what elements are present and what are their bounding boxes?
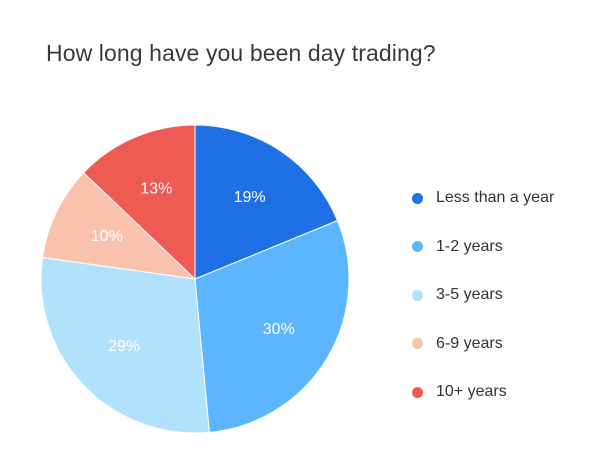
legend-swatch [412,386,423,398]
slice-label-3-5-years: 29% [108,338,140,355]
legend-label: 10+ years [436,383,507,400]
legend-swatch [412,241,423,252]
legend-swatch [412,192,423,204]
pie-slice-3-5-years [40,256,210,434]
pie-slice-6-9-years [41,171,197,280]
pie-slice-less-than-a-year [194,124,339,280]
legend-item-3-5-years: 3-5 years [412,283,554,307]
legend-label: Less than a year [436,189,555,206]
legend-item-6-9-years: 6-9 years [412,332,554,356]
legend-swatch [412,338,423,349]
chart-title: How long have you been day trading? [46,40,436,66]
legend-item-10plus-years: 10+ years [412,380,554,404]
legend-item-less-than-a-year: Less than a year [412,186,554,210]
legend-swatch [412,289,423,301]
legend-label: 6-9 years [436,334,503,352]
legend-label: 3-5 years [436,286,503,303]
chart-legend: Less than a year 1-2 years 3-5 years 6-9 ye… [412,186,554,429]
pie-slice-10plus-years [82,124,196,281]
slice-label-10plus-years: 13% [140,180,172,197]
slice-label-6-9-years: 10% [91,228,123,245]
slice-label-less-than-a-year: 19% [234,189,266,206]
pie-slice-1-2-years [194,219,350,433]
legend-label: 1-2 years [436,237,503,255]
legend-item-1-2-years: 1-2 years [412,235,554,259]
slice-label-1-2-years: 30% [263,321,295,338]
